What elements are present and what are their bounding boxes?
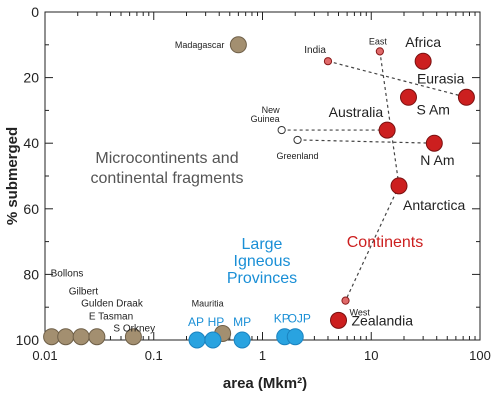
data-point-gulden-draak (72, 328, 90, 346)
group-label-large-igneous-provinces: Large Igneous Provinces (227, 236, 297, 287)
point-label-zealandia: Zealandia (352, 312, 414, 328)
data-point-new-guinea (277, 125, 286, 135)
x-tick-label: 1 (259, 348, 266, 363)
data-point-mp (233, 331, 251, 349)
point-label-mauritia: Mauritia (192, 298, 224, 308)
dashed-link (379, 51, 400, 186)
point-label-n-am: N Am (420, 152, 454, 168)
data-point-india (323, 57, 333, 66)
point-label-s-am: S Am (416, 101, 449, 117)
x-tick-label: 0.01 (32, 348, 57, 363)
data-point-hp (204, 331, 222, 349)
x-tick-label: 0.1 (145, 348, 163, 363)
y-tick-label: 20 (23, 70, 39, 86)
y-tick-label: 100 (16, 332, 40, 348)
point-label-greenland: Greenland (277, 151, 319, 161)
y-tick-label: 60 (23, 201, 39, 217)
data-point-n-am (425, 134, 443, 152)
x-axis-label: area (Mkm²) (223, 375, 307, 392)
data-point-ojp (286, 328, 304, 346)
data-point-africa (414, 52, 432, 70)
point-label-east: East (369, 36, 388, 46)
point-label-hp: HP (208, 315, 225, 329)
data-point-s-orkney (124, 328, 142, 346)
point-label-gilbert: Gilbert (69, 287, 99, 298)
data-point-australia (378, 121, 396, 139)
point-label-india: India (304, 45, 326, 56)
y-tick-label: 80 (23, 266, 39, 282)
group-label-microcontinents-and-continental-fragments: Microcontinents and continental fragments (91, 150, 244, 187)
data-point-east (375, 47, 384, 56)
point-label-eurasia: Eurasia (417, 70, 465, 86)
y-tick-label: 0 (31, 4, 39, 20)
point-label-africa: Africa (405, 34, 441, 50)
data-point-eurasia (457, 88, 475, 106)
data-point-ap (188, 331, 206, 349)
point-label-kp: KP (274, 312, 290, 326)
data-point-west (341, 296, 350, 305)
data-point-e-tasman (88, 328, 106, 346)
point-label-ap: AP (188, 315, 204, 329)
point-label-australia: Australia (329, 104, 384, 120)
data-point-madagascar (229, 36, 247, 54)
data-point-antarctica (390, 177, 408, 195)
group-label-continents: Continents (347, 234, 424, 251)
point-label-bollons: Bollons (51, 269, 84, 280)
point-label-antarctica: Antarctica (403, 197, 465, 213)
point-label-s-orkney: S Orkney (113, 324, 155, 335)
data-point-gilbert (57, 328, 75, 346)
point-label-mp: MP (233, 315, 251, 329)
y-tick-label: 40 (23, 135, 39, 151)
point-label-e-tasman: E Tasman (89, 312, 133, 323)
x-tick-label: 10 (364, 348, 378, 363)
data-point-s-am (399, 88, 417, 106)
point-label-madagascar: Madagascar (175, 40, 225, 50)
dashed-link (297, 139, 435, 144)
point-label-new-guinea: New Guinea (251, 105, 281, 124)
point-label-west: West (350, 308, 371, 318)
data-point-greenland (293, 135, 302, 145)
point-label-gulden-draak: Gulden Draak (81, 299, 144, 310)
y-axis-label: % submerged (4, 127, 21, 225)
point-label-ojp: OJP (288, 312, 311, 326)
x-tick-label: 100 (469, 348, 491, 363)
data-point-zealandia (330, 311, 348, 329)
